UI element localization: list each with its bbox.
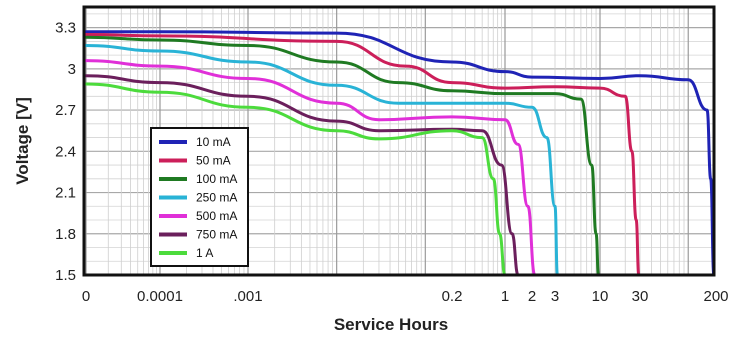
x-tick-label: .001	[233, 288, 262, 305]
legend-label: 50 mA	[196, 154, 231, 168]
plot-frame	[82, 5, 716, 277]
x-tick-label: 2	[528, 288, 536, 305]
x-tick-label: 200	[703, 288, 728, 305]
x-tick-label: 10	[592, 288, 609, 305]
y-tick-label: 2.7	[55, 102, 76, 119]
legend-label: 250 mA	[196, 191, 237, 205]
series-line	[84, 59, 537, 277]
x-tick-label: 0.0001	[137, 288, 183, 305]
x-tick-label: 3	[551, 288, 559, 305]
y-tick-labels: 3.3 3 2.7 2.4 2.1 1.8 1.5	[55, 20, 76, 284]
legend-label: 100 mA	[196, 172, 237, 186]
y-tick-label: 2.4	[55, 143, 76, 160]
y-tick-label: 3.3	[55, 20, 76, 37]
y-axis-title: Voltage [V]	[13, 97, 32, 185]
legend: 10 mA 50 mA 100 mA 250 mA 500 mA 750 mA 1 A	[150, 127, 249, 267]
x-tick-label: 0.2	[442, 288, 463, 305]
series-line	[84, 35, 600, 277]
series-lines	[84, 30, 716, 277]
legend-label: 1 A	[196, 246, 213, 260]
legend-label: 500 mA	[196, 209, 237, 223]
series-line	[84, 44, 559, 277]
series-line	[84, 74, 520, 277]
series-line	[84, 30, 716, 277]
y-tick-label: 1.8	[55, 226, 76, 243]
series-line	[84, 33, 641, 277]
legend-label: 10 mA	[196, 135, 231, 149]
series-line	[84, 82, 507, 277]
x-axis-title: Service Hours	[334, 315, 448, 334]
y-tick-label: 2.1	[55, 185, 76, 202]
y-tick-label: 1.5	[55, 267, 76, 284]
x-tick-label: 30	[632, 288, 649, 305]
legend-label: 750 mA	[196, 228, 237, 242]
x-tick-label: 1	[501, 288, 509, 305]
x-tick-labels: 0 0.0001 .001 0.2 1 2 3 10 30 200	[82, 288, 729, 305]
y-tick-label: 3	[68, 61, 76, 78]
x-tick-label: 0	[82, 288, 90, 305]
